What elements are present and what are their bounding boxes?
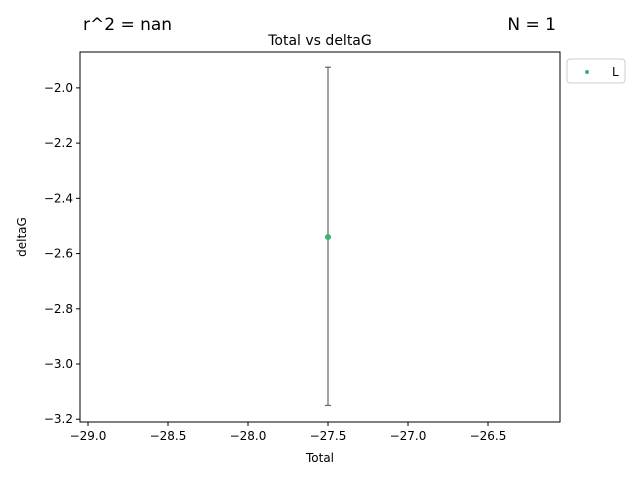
legend-frame (566, 58, 626, 84)
y-tick-label: −3.0 (44, 357, 73, 371)
y-tick-label: −2.2 (44, 136, 73, 150)
legend: L (566, 58, 626, 84)
y-tick-label: −3.2 (44, 412, 73, 426)
x-axis: −29.0 −28.5 −28.0 −27.5 −27.0 −26.5 (70, 422, 507, 443)
x-axis-label: Total (305, 451, 334, 465)
y-axis-label: deltaG (15, 217, 29, 257)
sample-count-annotation: N = 1 (507, 15, 556, 35)
y-tick-label: −2.0 (44, 81, 73, 95)
x-tick-label: −28.0 (230, 429, 267, 443)
plot-frame (79, 51, 561, 423)
x-tick-label: −27.5 (310, 429, 347, 443)
data-point (325, 234, 331, 240)
y-tick-label: −2.6 (44, 247, 73, 261)
y-tick-label: −2.4 (44, 191, 73, 205)
x-tick-label: −27.0 (390, 429, 427, 443)
x-tick-label: −26.5 (470, 429, 507, 443)
legend-entry-label: L (612, 65, 619, 79)
y-axis: −2.0 −2.2 −2.4 −2.6 −2.8 −3.0 −3.2 (44, 81, 80, 426)
chart-title: Total vs deltaG (267, 33, 371, 49)
x-tick-label: −29.0 (70, 429, 107, 443)
data-marks (325, 66, 331, 407)
plot-area (79, 51, 561, 423)
x-tick-label: −28.5 (150, 429, 187, 443)
legend-marker (585, 70, 589, 74)
y-tick-label: −2.8 (44, 302, 73, 316)
r-squared-annotation: r^2 = nan (83, 15, 172, 35)
